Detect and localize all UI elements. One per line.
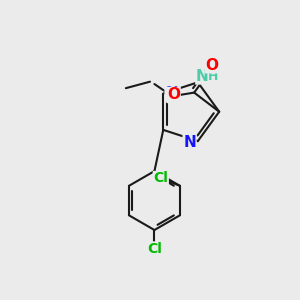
Text: N: N (196, 69, 208, 84)
Text: N: N (183, 135, 196, 150)
Text: H: H (208, 70, 218, 83)
Text: O: O (205, 58, 218, 73)
Text: Cl: Cl (153, 172, 168, 185)
Text: Cl: Cl (147, 242, 162, 256)
Text: N: N (165, 86, 178, 101)
Text: O: O (167, 87, 180, 102)
